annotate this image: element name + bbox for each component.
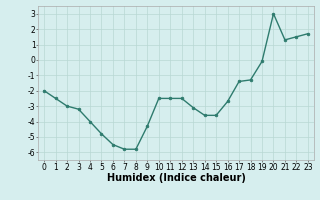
X-axis label: Humidex (Indice chaleur): Humidex (Indice chaleur): [107, 173, 245, 183]
